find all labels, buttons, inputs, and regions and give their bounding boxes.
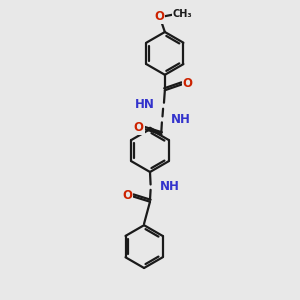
Text: NH: NH: [160, 180, 179, 194]
Text: NH: NH: [171, 113, 191, 127]
Text: O: O: [122, 189, 132, 202]
Text: HN: HN: [135, 98, 155, 111]
Text: O: O: [182, 76, 193, 90]
Text: O: O: [154, 10, 164, 23]
Text: O: O: [134, 121, 144, 134]
Text: CH₃: CH₃: [172, 9, 192, 19]
